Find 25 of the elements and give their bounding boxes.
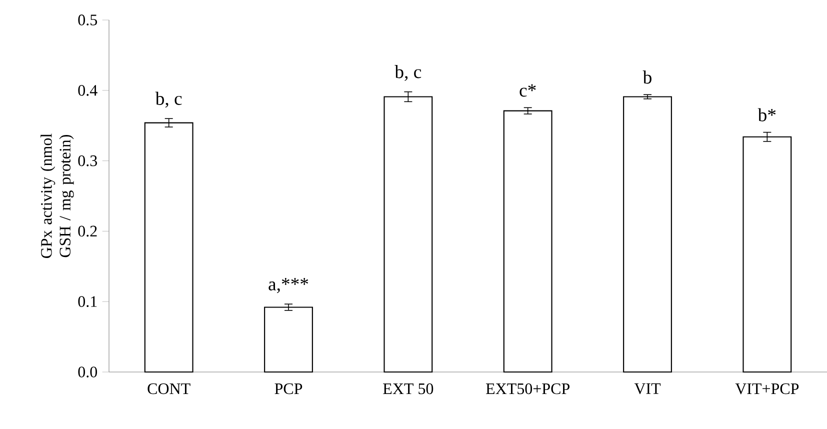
y-tick-label: 0.0 bbox=[78, 366, 98, 378]
y-tick-label: 0.3 bbox=[78, 155, 98, 166]
y-tick-label: 0.5 bbox=[78, 14, 98, 26]
y-tick-label: 0.4 bbox=[78, 84, 98, 96]
annotation: c* bbox=[520, 84, 536, 97]
x-tick-label: EXT50+PCP bbox=[486, 383, 570, 394]
bar bbox=[742, 136, 792, 373]
annotation: b, c bbox=[155, 92, 182, 108]
annotation: b* bbox=[758, 108, 776, 122]
bar bbox=[623, 96, 672, 373]
x-tick-label: PCP bbox=[274, 383, 302, 394]
x-tick-label: VIT bbox=[634, 383, 661, 394]
annotation: b bbox=[642, 70, 652, 84]
bar bbox=[144, 122, 194, 373]
annotation: a,*** bbox=[268, 278, 308, 294]
bar bbox=[503, 110, 552, 373]
bar bbox=[264, 306, 313, 373]
y-tick-label: 0.2 bbox=[78, 226, 97, 237]
annotation: b, c bbox=[394, 65, 422, 81]
y-axis-title: GPx activity (nmol GSH / mg protein) bbox=[40, 134, 74, 258]
x-tick-label: VIT+PCP bbox=[735, 383, 799, 394]
x-tick-label: CONT bbox=[148, 383, 190, 394]
y-tick-label: 0.1 bbox=[78, 296, 97, 308]
bar bbox=[384, 96, 433, 373]
x-tick-label: EXT 50 bbox=[383, 383, 434, 394]
